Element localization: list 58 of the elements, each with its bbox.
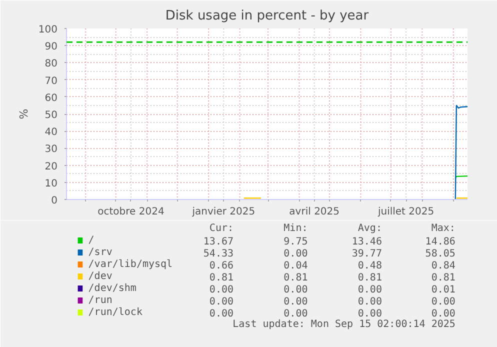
legend-label: / [88, 235, 94, 246]
y-tick-label: 40 [44, 127, 58, 138]
text: 0.81 [209, 272, 234, 284]
text: 0.00 [284, 308, 308, 320]
y-axis-title: % [17, 108, 30, 120]
text: 0.48 [358, 260, 382, 272]
text: Last update: Mon Sep 15 02:00:14 2025 [232, 319, 456, 330]
y-tick-label: 0 [51, 196, 58, 206]
text: Cur: [209, 223, 234, 234]
y-tick-label: 90 [44, 42, 58, 53]
y-tick-label: 50 [44, 110, 58, 121]
text: 0.81 [431, 272, 456, 284]
text: 0.00 [431, 296, 456, 308]
x-tick-label: juillet 2025 [376, 206, 434, 218]
text: Avg: [358, 223, 382, 234]
y-tick-label: 100 [38, 24, 58, 36]
text: 54.33 [203, 248, 234, 260]
text: 13.67 [203, 236, 234, 248]
text: 13.46 [352, 236, 382, 248]
text: Min: [284, 223, 308, 234]
text: 0.00 [284, 296, 308, 308]
text: 0.66 [209, 260, 234, 272]
y-tick-label: 60 [44, 92, 58, 104]
legend-label: /dev [88, 271, 112, 282]
text: 9.75 [284, 236, 308, 248]
chart-title: Disk usage in percent - by year [165, 8, 370, 24]
text: 0.00 [209, 284, 234, 296]
text: 0.00 [358, 308, 382, 320]
legend-label: /var/lib/mysql [88, 259, 173, 270]
text: 0.00 [284, 248, 308, 260]
text: 0.81 [358, 272, 382, 284]
text: 0.00 [358, 296, 382, 308]
text: 0.00 [209, 308, 234, 320]
x-tick-label: avril 2025 [289, 206, 340, 218]
line-series [454, 104, 468, 200]
text: 0.81 [284, 272, 308, 284]
y-tick-label: 30 [44, 144, 58, 156]
text: 0.04 [284, 260, 308, 272]
y-tick-label: 70 [44, 76, 58, 87]
text: 0.00 [284, 284, 308, 296]
legend-label: /dev/shm [88, 283, 136, 294]
text: 0.00 [358, 284, 382, 296]
text: 0.01 [431, 284, 456, 296]
legend-label: /srv [88, 247, 112, 258]
text: 0.00 [209, 296, 234, 308]
text: 0.00 [431, 308, 456, 320]
text: 39.77 [352, 248, 382, 260]
x-tick-label: janvier 2025 [191, 206, 256, 218]
text: 0.84 [431, 260, 456, 272]
legend-label: /run [88, 295, 112, 306]
y-tick-label: 80 [44, 58, 58, 70]
legend-label: /run/lock [88, 307, 142, 318]
text: 14.86 [425, 236, 456, 248]
y-tick-label: 10 [44, 178, 58, 190]
y-tick-label: 20 [44, 161, 58, 172]
x-tick-label: octobre 2024 [98, 206, 164, 218]
text: 58.05 [425, 248, 456, 260]
text: Max: [431, 223, 456, 234]
